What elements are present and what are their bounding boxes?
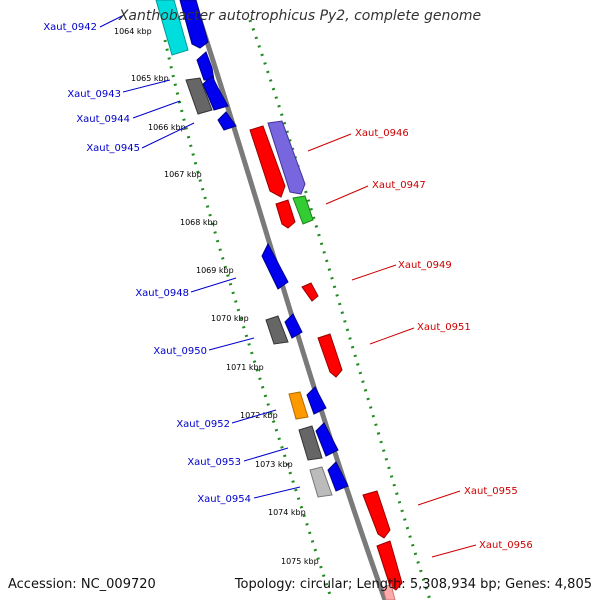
forward-strand-genes	[249, 120, 403, 600]
leader-line	[243, 447, 289, 462]
gene-dark-gray[interactable]	[298, 425, 323, 461]
gene-label[interactable]: Xaut_0948	[135, 288, 189, 299]
tick-label: 1068 kbp	[180, 218, 218, 227]
dotted-guide-tracks	[163, 19, 432, 600]
leader-line	[99, 15, 123, 28]
tick-label: 1071 kbp	[226, 363, 264, 372]
gene-blue[interactable]	[315, 422, 339, 457]
gene-red[interactable]	[301, 282, 319, 302]
leader-line	[208, 337, 255, 351]
gene-red[interactable]	[249, 125, 286, 198]
leader-line	[369, 327, 415, 345]
gene-label[interactable]: Xaut_0950	[153, 346, 207, 357]
accession-label: Accession:	[8, 577, 77, 592]
gene-label[interactable]: Xaut_0952	[176, 419, 230, 430]
leader-line	[351, 264, 397, 281]
tick-label: 1066 kbp	[148, 123, 186, 132]
gene-blue[interactable]	[261, 242, 289, 290]
tick-label: 1073 kbp	[255, 460, 293, 469]
topology-label: Topology:	[234, 577, 296, 592]
gene-blue[interactable]	[179, 0, 209, 49]
leader-line	[190, 277, 237, 293]
gene-label[interactable]: Xaut_0943	[67, 89, 121, 100]
topology-value: circular	[299, 577, 348, 592]
gene-label[interactable]: Xaut_0956	[479, 540, 533, 551]
leader-line	[307, 133, 352, 152]
accession-value: NC_009720	[80, 577, 156, 592]
leader-line	[431, 544, 477, 558]
gene-blue[interactable]	[217, 111, 237, 131]
gene-red[interactable]	[376, 540, 403, 591]
leader-line	[132, 100, 181, 119]
tick-label: 1064 kbp	[114, 27, 152, 36]
page-title: Xanthobacter autotrophicus Py2, complete…	[118, 8, 482, 24]
leader-line	[141, 122, 195, 149]
reverse-strand-genes	[155, 0, 349, 498]
tick-label: 1070 kbp	[211, 314, 249, 323]
gene-pink[interactable]	[382, 583, 396, 600]
reverse-leader-lines	[99, 15, 301, 499]
gene-orange[interactable]	[288, 391, 309, 420]
tick-label: 1075 kbp	[281, 557, 319, 566]
gene-blue[interactable]	[284, 313, 303, 339]
reverse-gene-labels: Xaut_0942 Xaut_0943 Xaut_0944 Xaut_0945 …	[43, 22, 251, 505]
leader-line	[122, 79, 171, 93]
gene-red[interactable]	[362, 490, 391, 539]
gene-label[interactable]: Xaut_0951	[417, 322, 471, 333]
length-value: 5,308,934 bp	[409, 577, 497, 592]
gene-label[interactable]: Xaut_0955	[464, 486, 518, 497]
gene-label[interactable]: Xaut_0944	[76, 114, 130, 125]
outer-reverse-track	[163, 39, 332, 596]
leader-line	[231, 409, 277, 424]
gene-label[interactable]: Xaut_0953	[187, 457, 241, 468]
genes-value: 4,805	[554, 577, 592, 592]
gene-purple[interactable]	[267, 120, 306, 195]
gene-label[interactable]: Xaut_0942	[43, 22, 97, 33]
leader-line	[417, 490, 461, 506]
gene-dark-gray[interactable]	[185, 77, 213, 115]
gene-red[interactable]	[275, 199, 296, 229]
genome-stats: Topology: circular; Length: 5,308,934 bp…	[234, 577, 592, 592]
gene-red[interactable]	[317, 333, 343, 378]
tick-label: 1067 kbp	[164, 170, 202, 179]
accession-info: Accession: NC_009720	[8, 577, 156, 592]
gene-green[interactable]	[292, 195, 314, 225]
forward-leader-lines	[307, 133, 477, 558]
tick-label: 1069 kbp	[196, 266, 234, 275]
gene-label[interactable]: Xaut_0949	[398, 260, 452, 271]
leader-line	[325, 185, 369, 205]
forward-gene-labels: Xaut_0946 Xaut_0947 Xaut_0949 Xaut_0951 …	[355, 128, 533, 551]
leader-line	[253, 486, 301, 499]
genes-label: Genes:	[505, 577, 551, 592]
gene-label[interactable]: Xaut_0946	[355, 128, 409, 139]
gene-blue[interactable]	[202, 75, 229, 111]
gene-cyan[interactable]	[155, 0, 189, 56]
gene-dark-gray[interactable]	[265, 315, 289, 345]
gene-blue[interactable]	[196, 51, 215, 81]
gene-light-gray[interactable]	[309, 466, 333, 498]
tick-label: 1065 kbp	[131, 74, 169, 83]
gene-label[interactable]: Xaut_0947	[372, 180, 426, 191]
tick-label: 1074 kbp	[268, 508, 306, 517]
gene-label[interactable]: Xaut_0954	[197, 494, 251, 505]
gene-blue[interactable]	[327, 461, 349, 492]
length-label: Length:	[356, 577, 406, 592]
gene-blue[interactable]	[306, 386, 327, 415]
gene-label[interactable]: Xaut_0945	[86, 143, 140, 154]
